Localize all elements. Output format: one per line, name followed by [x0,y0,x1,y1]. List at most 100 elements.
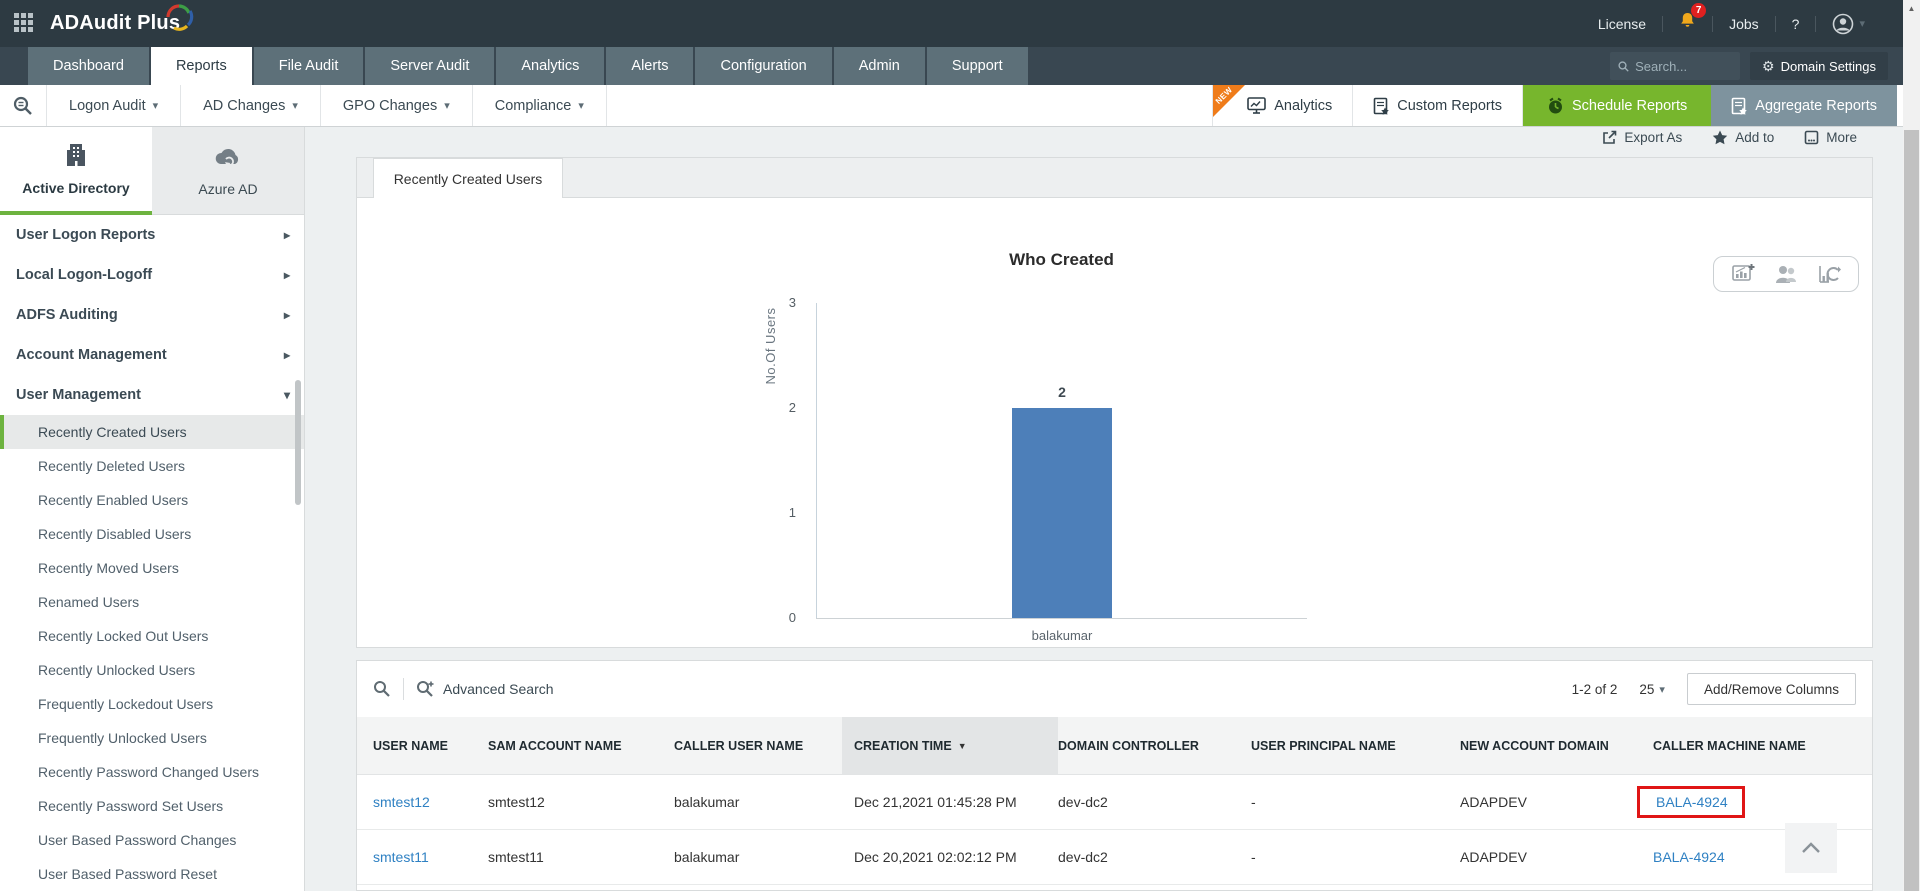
sidebar-item-recently-password-set-users[interactable]: Recently Password Set Users [0,789,304,823]
schedule-reports-button[interactable]: Schedule Reports [1523,85,1712,126]
sidebar-item-frequently-lockedout-users[interactable]: Frequently Lockedout Users [0,687,304,721]
nav-tab-support[interactable]: Support [926,47,1028,85]
menu-compliance[interactable]: Compliance ▾ [473,85,607,126]
jobs-link[interactable]: Jobs [1729,15,1759,32]
sidebar-item-account-management[interactable]: Account Management ▸ [0,335,304,375]
table-body: smtest12 smtest12 balakumar Dec 21,2021 01:… [357,775,1872,885]
domain-settings-button[interactable]: ⚙ Domain Settings [1750,52,1888,80]
sidebar-item-frequently-unlocked-users[interactable]: Frequently Unlocked Users [0,721,304,755]
caller-machine-link[interactable]: BALA-4924 [1656,794,1728,810]
sidebar-tab-azure-ad[interactable]: Azure AD [152,127,304,215]
column-header-sam-account-name[interactable]: SAM ACCOUNT NAME [488,717,674,774]
sidebar-item-user-based-password-reset[interactable]: User Based Password Reset [0,857,304,891]
chart-add-icon[interactable] [1731,263,1755,285]
sidebar-subitem-label: Frequently Lockedout Users [38,696,214,712]
y-tick-label: 3 [788,295,796,310]
column-header-user-principal-name[interactable]: USER PRINCIPAL NAME [1251,717,1460,774]
sidebar-item-user-management[interactable]: User Management ▾ [0,375,304,415]
scrollbar-thumb[interactable] [1904,130,1919,891]
column-header-creation-time[interactable]: CREATION TIME ▼ [842,717,1058,774]
column-header-caller-user-name[interactable]: CALLER USER NAME [674,717,854,774]
menu-label: AD Changes [203,97,286,114]
page-size-value: 25 [1639,681,1655,697]
sidebar-item-recently-created-users[interactable]: Recently Created Users [0,415,304,449]
sidebar-subitem-label: Renamed Users [38,594,140,610]
menu-label: Compliance [494,97,572,114]
sidebar-item-adfs-auditing[interactable]: ADFS Auditing ▸ [0,295,304,335]
chart-refresh-icon[interactable] [1817,263,1841,285]
nav-tab-alerts[interactable]: Alerts [606,47,694,85]
menu-ad-changes[interactable]: AD Changes ▾ [181,85,321,126]
page-size-dropdown[interactable]: 25 ▾ [1639,682,1665,697]
help-link[interactable]: ? [1791,15,1800,32]
sidebar-subitem-label: Frequently Unlocked Users [38,730,207,746]
sidebar-item-recently-unlocked-users[interactable]: Recently Unlocked Users [0,653,304,687]
bar-balakumar[interactable] [1012,408,1112,618]
cell-domain: ADAPDEV [1460,794,1527,810]
nav-tab-admin[interactable]: Admin [833,47,925,85]
schedule-reports-label: Schedule Reports [1572,97,1688,114]
custom-reports-button[interactable]: Custom Reports [1353,85,1524,126]
nav-tab-file-audit[interactable]: File Audit [253,47,364,85]
nav-tab-server-audit[interactable]: Server Audit [365,47,495,85]
export-as-button[interactable]: Export As [1602,130,1682,145]
aggregate-reports-button[interactable]: Aggregate Reports [1711,85,1897,126]
nav-tab-reports[interactable]: Reports [150,47,252,85]
chevron-up-icon [1802,842,1820,853]
sidebar-item-recently-moved-users[interactable]: Recently Moved Users [0,551,304,585]
column-header-caller-machine-name[interactable]: CALLER MACHINE NAME [1653,717,1856,774]
scrollbar-up-arrow[interactable]: ▲ [1907,4,1916,13]
tab-recently-created-users[interactable]: Recently Created Users [373,158,563,198]
nav-tab-dashboard[interactable]: Dashboard [28,47,149,85]
user-avatar-menu[interactable]: ▾ [1816,13,1875,35]
user-avatar-icon [1833,13,1854,34]
cell-dc: dev-dc2 [1058,794,1108,810]
nav-tab-configuration[interactable]: Configuration [695,47,832,85]
sidebar-report-list: User Logon Reports ▸ Local Logon-Logoff ▸ AD… [0,215,304,891]
advanced-search-label[interactable]: Advanced Search [443,681,554,697]
table-search-icon[interactable] [373,680,391,698]
report-search-icon[interactable] [0,85,46,126]
sidebar-item-renamed-users[interactable]: Renamed Users [0,585,304,619]
search-input[interactable] [1635,58,1733,74]
scroll-to-top-button[interactable] [1785,823,1837,873]
sidebar-item-recently-password-changed-users[interactable]: Recently Password Changed Users [0,755,304,789]
sidebar-item-local-logon-logoff[interactable]: Local Logon-Logoff ▸ [0,255,304,295]
table-header-row: USER NAME SAM ACCOUNT NAME CALLER USER NAM… [357,717,1872,775]
column-header-new-account-domain[interactable]: NEW ACCOUNT DOMAIN [1460,717,1653,774]
column-header-label: DOMAIN CONTROLLER [1058,738,1199,753]
sidebar-item-recently-enabled-users[interactable]: Recently Enabled Users [0,483,304,517]
sidebar-item-recently-locked-out-users[interactable]: Recently Locked Out Users [0,619,304,653]
sidebar-item-recently-deleted-users[interactable]: Recently Deleted Users [0,449,304,483]
more-button[interactable]: More [1804,130,1857,145]
advanced-search-icon[interactable] [416,680,435,698]
column-header-user-name[interactable]: USER NAME [373,717,488,774]
sidebar-item-recently-disabled-users[interactable]: Recently Disabled Users [0,517,304,551]
menu-gpo-changes[interactable]: GPO Changes ▾ [321,85,473,126]
notification-count-badge: 7 [1691,3,1707,18]
add-remove-columns-button[interactable]: Add/Remove Columns [1686,673,1856,705]
license-link[interactable]: License [1597,15,1647,32]
column-header-domain-controller[interactable]: DOMAIN CONTROLLER [1058,717,1251,774]
chart-title: Who Created [1009,250,1114,269]
chevron-down-icon: ▾ [152,100,159,112]
custom-reports-doc-icon [1373,97,1390,115]
sidebar-item-user-based-password-changes[interactable]: User Based Password Changes [0,823,304,857]
caller-machine-link[interactable]: BALA-4924 [1653,849,1725,865]
page-scrollbar[interactable]: ▲ [1903,0,1920,891]
add-to-button[interactable]: Add to [1712,130,1774,145]
notifications-bell-icon[interactable]: 7 [1663,3,1712,35]
user-name-link[interactable]: smtest11 [373,849,429,865]
sidebar-scrollbar-thumb[interactable] [295,380,301,505]
nav-tab-analytics[interactable]: Analytics [496,47,605,85]
user-name-link[interactable]: smtest12 [373,794,430,810]
user-chart-icon[interactable] [1773,263,1799,285]
chevron-right-icon: ▸ [283,228,290,242]
sidebar-item-user-logon-reports[interactable]: User Logon Reports ▸ [0,215,304,255]
bar-value-label: 2 [1058,384,1066,400]
cell-upn: - [1251,849,1256,865]
analytics-button[interactable]: NEW Analytics [1212,85,1354,126]
menu-logon-audit[interactable]: Logon Audit ▾ [46,85,182,126]
sidebar-tab-active-directory[interactable]: Active Directory [0,127,152,215]
app-switcher-grid-icon[interactable] [14,12,36,35]
